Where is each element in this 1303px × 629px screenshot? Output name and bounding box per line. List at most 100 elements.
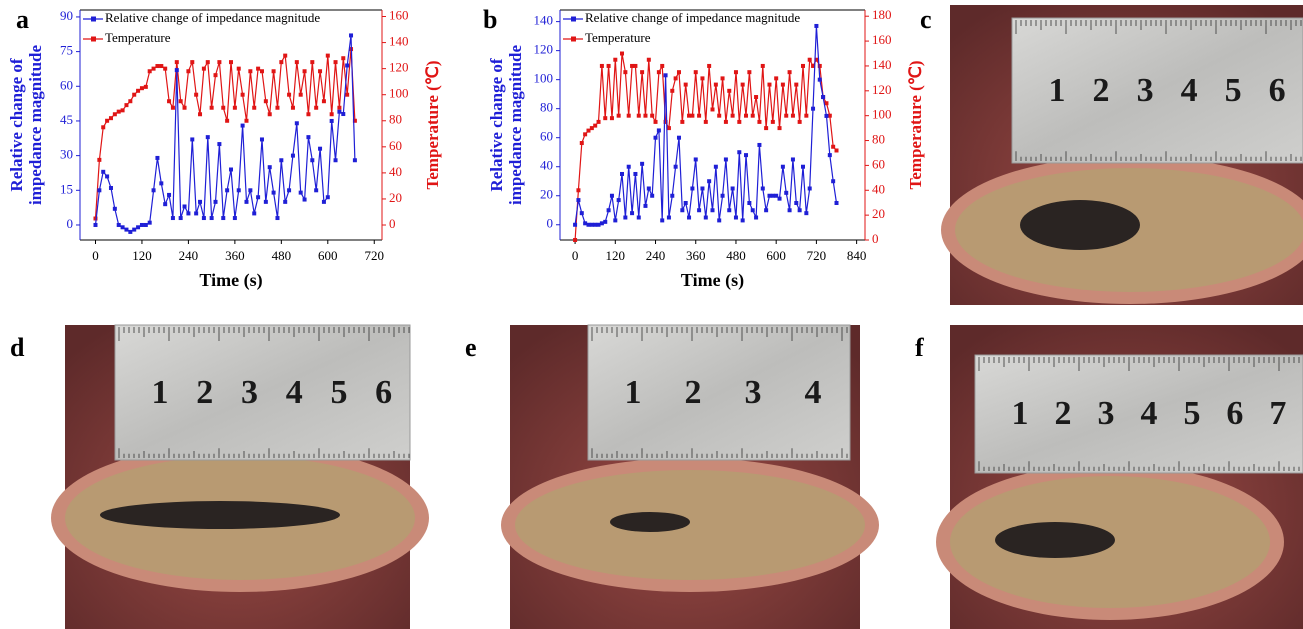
point <box>599 63 604 68</box>
y2-tick-label: 0 <box>389 216 396 231</box>
point <box>194 211 199 216</box>
point <box>190 60 195 65</box>
point <box>693 157 698 162</box>
point <box>225 188 230 193</box>
point <box>167 99 172 104</box>
point <box>236 188 241 193</box>
point <box>737 119 742 124</box>
ruler-number: 4 <box>1181 72 1198 109</box>
point <box>800 63 805 68</box>
ruler <box>974 354 1303 474</box>
point <box>807 57 812 62</box>
point <box>811 106 816 111</box>
y2-axis-label: Temperature (℃) <box>423 60 442 189</box>
point <box>124 227 129 232</box>
point <box>660 63 665 68</box>
y2-axis-label: Temperature (℃) <box>906 60 925 189</box>
point <box>576 188 581 193</box>
point <box>747 200 752 205</box>
point <box>660 218 665 223</box>
point <box>673 164 678 169</box>
point <box>325 53 330 58</box>
point <box>310 158 315 163</box>
y2-tick-label: 40 <box>389 164 402 179</box>
point <box>821 95 826 100</box>
point <box>670 193 675 198</box>
point <box>754 215 759 220</box>
char <box>1020 200 1140 250</box>
point <box>720 193 725 198</box>
point <box>579 211 584 216</box>
point <box>640 70 645 75</box>
point <box>174 60 179 65</box>
y2-tick-label: 0 <box>872 231 879 246</box>
point <box>767 193 772 198</box>
point <box>263 99 268 104</box>
point <box>290 105 295 110</box>
point <box>337 109 342 114</box>
point <box>814 23 819 28</box>
point <box>155 64 160 69</box>
point <box>757 119 762 124</box>
point <box>279 60 284 65</box>
point <box>777 196 782 201</box>
point <box>155 155 160 160</box>
point <box>697 208 702 213</box>
point <box>723 119 728 124</box>
point <box>349 33 354 38</box>
point <box>151 66 156 71</box>
series-line <box>94 35 356 233</box>
point <box>221 105 226 110</box>
point <box>770 193 775 198</box>
point <box>687 113 692 118</box>
point <box>240 92 245 97</box>
point <box>713 82 718 87</box>
point <box>229 167 233 172</box>
legend-marker <box>91 36 96 42</box>
ruler-number: 4 <box>1140 395 1157 432</box>
ruler-number: 4 <box>286 374 303 411</box>
point <box>730 113 735 118</box>
x-axis-label: Time (s) <box>681 270 744 291</box>
point <box>198 199 203 204</box>
legend-marker <box>571 36 576 42</box>
point <box>259 137 264 142</box>
point <box>737 150 742 155</box>
point <box>112 206 117 211</box>
x-tick-label: 720 <box>365 248 385 263</box>
x-tick-label: 240 <box>646 248 666 263</box>
point <box>697 113 702 118</box>
point <box>201 66 206 71</box>
point <box>774 76 779 81</box>
point <box>325 195 330 200</box>
point <box>128 99 133 104</box>
point <box>603 219 608 224</box>
point <box>236 66 241 71</box>
point <box>784 113 789 118</box>
point <box>663 119 668 124</box>
point <box>136 225 141 230</box>
point <box>318 146 323 151</box>
point <box>727 208 732 213</box>
y2-tick-label: 100 <box>872 107 892 122</box>
point <box>229 60 233 65</box>
point <box>831 179 836 184</box>
x-tick-label: 360 <box>686 248 706 263</box>
point <box>147 69 152 74</box>
point <box>108 116 113 121</box>
point <box>626 113 631 118</box>
point <box>186 69 191 74</box>
point <box>275 216 280 221</box>
point <box>653 119 658 124</box>
point <box>790 113 795 118</box>
point <box>750 208 755 213</box>
y2-tick-label: 140 <box>872 57 892 72</box>
y-tick-label: 100 <box>534 71 554 86</box>
y-tick-label: 60 <box>540 129 553 144</box>
point <box>807 186 812 191</box>
point <box>606 208 611 213</box>
point <box>754 95 759 100</box>
ruler-number: 3 <box>1097 395 1114 432</box>
point <box>318 69 323 74</box>
